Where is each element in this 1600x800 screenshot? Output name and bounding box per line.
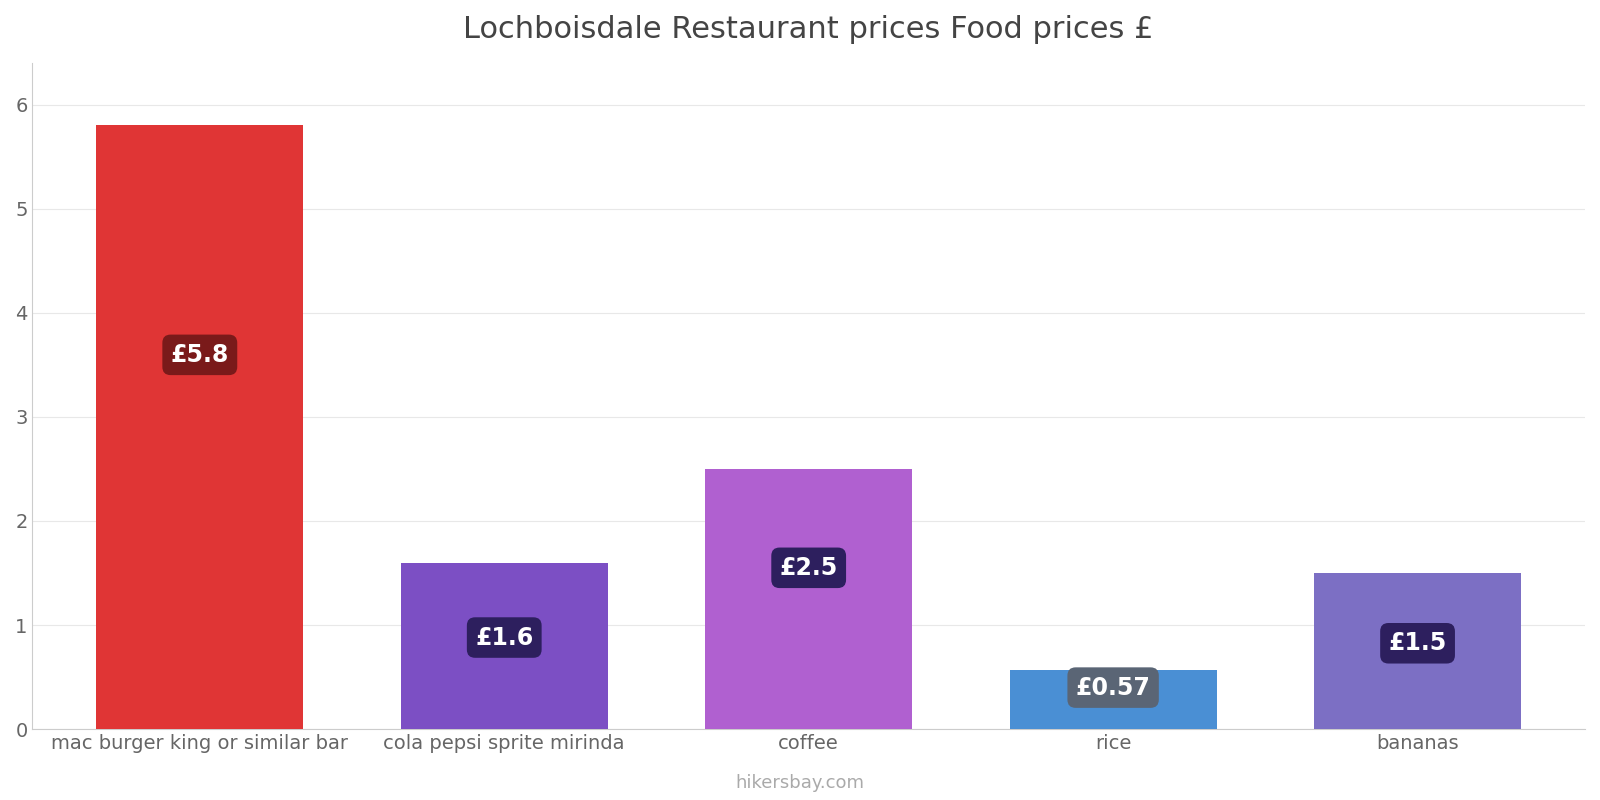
- Text: £2.5: £2.5: [779, 556, 838, 580]
- Text: hikersbay.com: hikersbay.com: [736, 774, 864, 792]
- Bar: [96, 126, 304, 729]
- Text: £1.6: £1.6: [475, 626, 533, 650]
- Bar: [706, 469, 912, 729]
- Text: £1.5: £1.5: [1389, 631, 1446, 655]
- Text: £5.8: £5.8: [171, 343, 229, 367]
- Bar: [1010, 670, 1216, 729]
- Bar: [400, 562, 608, 729]
- Title: Lochboisdale Restaurant prices Food prices £: Lochboisdale Restaurant prices Food pric…: [464, 15, 1154, 44]
- Text: £0.57: £0.57: [1075, 676, 1150, 700]
- Bar: [1314, 573, 1522, 729]
